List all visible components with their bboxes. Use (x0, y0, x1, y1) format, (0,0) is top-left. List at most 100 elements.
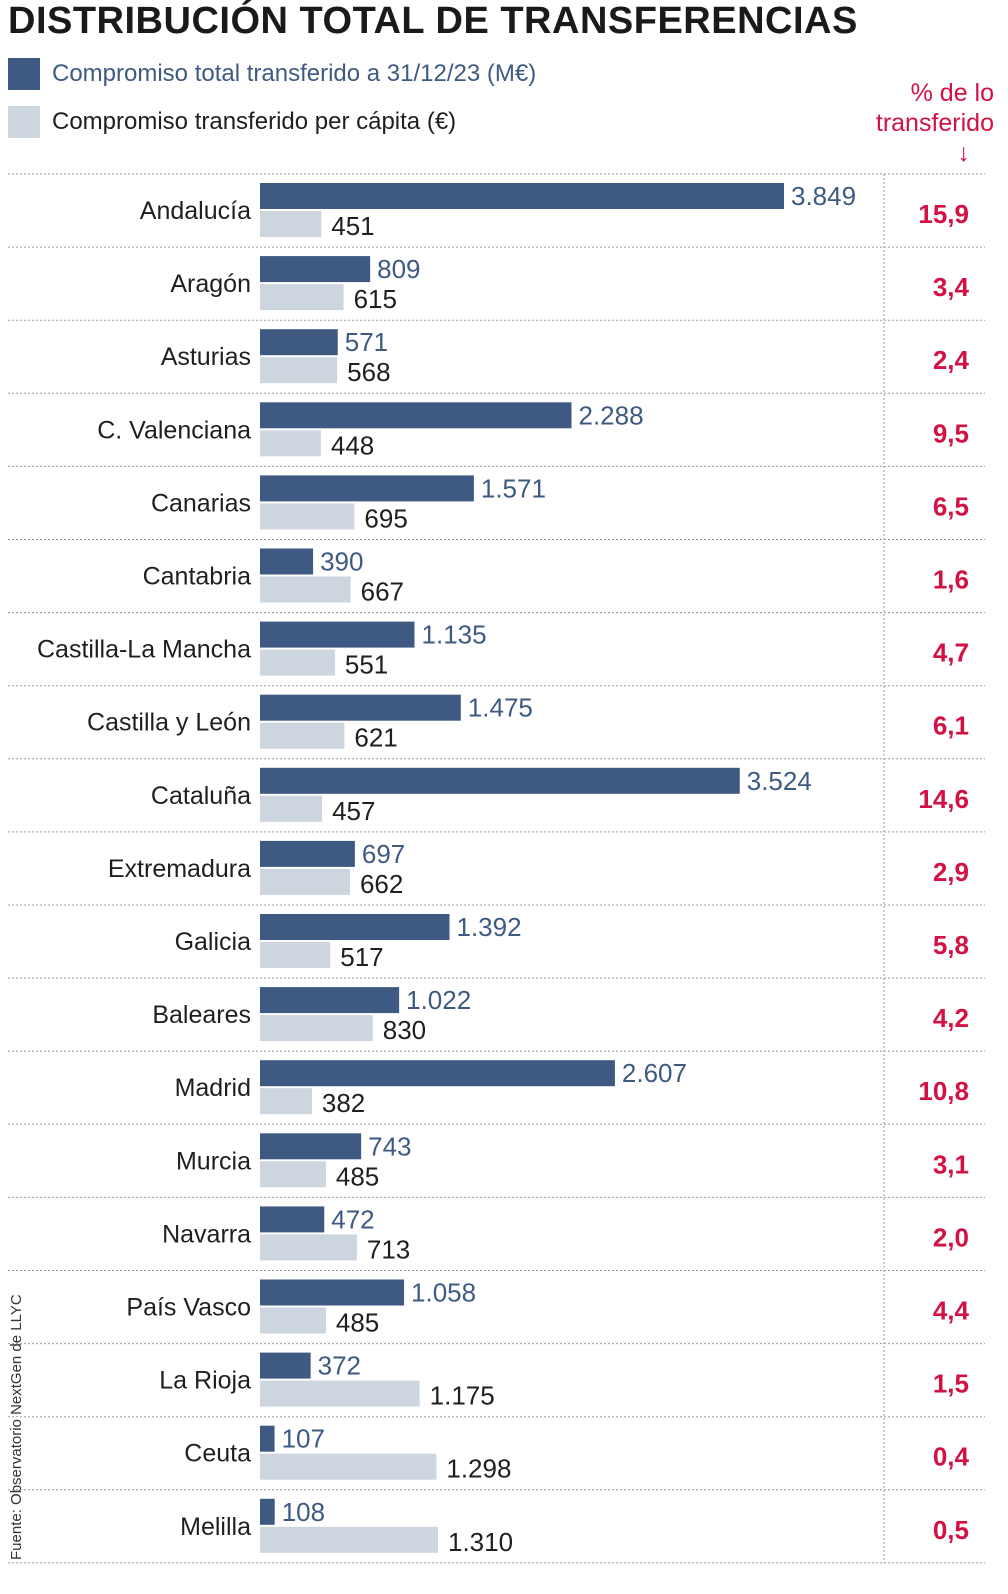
bar-total (260, 402, 572, 429)
bar-per-capita (260, 795, 323, 822)
bar-per-capita-value: 1.175 (430, 1381, 495, 1411)
category-label: Melilla (180, 1513, 251, 1541)
bar-per-capita-value: 551 (345, 650, 388, 680)
bar-total-value: 571 (345, 327, 388, 357)
pct-value: 4,7 (933, 638, 969, 668)
bar-total (260, 767, 740, 794)
pct-header-line2: transferido (875, 109, 994, 137)
category-label: Asturias (161, 343, 251, 371)
bar-per-capita-value: 448 (331, 430, 374, 460)
bar-total-value: 390 (320, 547, 363, 577)
bar-per-capita-value: 695 (364, 503, 407, 533)
pct-value: 10,8 (918, 1076, 969, 1106)
pct-value: 1,6 (933, 565, 969, 595)
bar-per-capita (260, 868, 350, 895)
legend-label-series1: Compromiso total transferido a 31/12/23 … (52, 60, 537, 87)
bar-per-capita-value: 667 (361, 577, 404, 607)
bar-total (260, 1279, 405, 1306)
bar-per-capita (260, 211, 322, 237)
category-label: Castilla y León (87, 709, 251, 737)
pct-value: 4,2 (933, 1003, 969, 1033)
bar-per-capita-value: 382 (322, 1088, 365, 1118)
bar-total (260, 183, 784, 209)
bar-total (260, 329, 338, 356)
bar-per-capita (260, 357, 338, 384)
category-label: Extremadura (108, 855, 251, 883)
down-arrow-icon: ↓ (957, 139, 971, 167)
bar-per-capita (260, 1526, 438, 1553)
category-label: País Vasco (126, 1294, 251, 1322)
pct-value: 2,0 (933, 1222, 969, 1252)
category-label: Baleares (152, 1001, 251, 1029)
bar-total (260, 840, 355, 867)
category-label: Castilla-La Mancha (37, 636, 251, 664)
pct-column-header: % de lo transferido ↓ (876, 78, 994, 168)
bar-total (260, 1060, 615, 1087)
legend-swatch-series2 (8, 106, 40, 138)
bar-total (260, 548, 314, 575)
bar-total-value: 107 (282, 1424, 325, 1454)
bar-per-capita-value: 517 (340, 942, 383, 972)
pct-value: 6,5 (933, 491, 969, 521)
bar-total-value: 809 (377, 254, 420, 284)
bar-total-value: 472 (331, 1204, 374, 1234)
bar-total-value: 697 (362, 839, 405, 869)
pct-value: 15,9 (918, 199, 969, 229)
bar-total (260, 1425, 275, 1452)
bar-total (260, 1206, 325, 1233)
bar-total-value: 1.475 (468, 693, 533, 723)
bar-total-value: 1.022 (406, 985, 471, 1015)
bar-total-value: 3.849 (791, 181, 856, 211)
bar-per-capita (260, 1307, 326, 1334)
legend-item-series1: Compromiso total transferido a 31/12/23 … (8, 58, 536, 90)
pct-value: 0,5 (933, 1515, 969, 1545)
bar-per-capita (260, 649, 335, 676)
pct-value: 5,8 (933, 930, 969, 960)
pct-value: 4,4 (933, 1296, 970, 1326)
bar-per-capita-value: 451 (331, 211, 374, 241)
bar-total (260, 987, 400, 1014)
bar-per-capita (260, 1015, 373, 1042)
bar-total (260, 475, 474, 502)
legend-label-series2: Compromiso transferido per cápita (€) (52, 108, 457, 135)
bar-per-capita-value: 1.310 (448, 1527, 513, 1557)
bar-total-value: 108 (282, 1497, 325, 1527)
category-label: Madrid (175, 1074, 251, 1102)
bar-per-capita-value: 621 (354, 723, 397, 753)
bar-total (260, 256, 371, 283)
category-label: Cantabria (143, 563, 251, 591)
bar-per-capita (260, 1234, 357, 1261)
pct-value: 3,4 (933, 272, 970, 302)
bar-per-capita (260, 722, 345, 749)
bar-total-value: 1.571 (481, 473, 546, 503)
category-label: Canarias (151, 489, 251, 517)
bar-total-value: 1.392 (457, 912, 522, 942)
legend-item-series2: Compromiso transferido per cápita (€) (8, 106, 456, 138)
pct-value: 0,4 (933, 1442, 970, 1472)
bar-per-capita-value: 485 (336, 1308, 379, 1338)
bar-per-capita (260, 430, 321, 457)
pct-value: 6,1 (933, 711, 969, 741)
bar-per-capita-value: 568 (347, 357, 390, 387)
pct-value: 1,5 (933, 1369, 969, 1399)
chart-title: DISTRIBUCIÓN TOTAL DE TRANSFERENCIAS (8, 0, 858, 42)
bar-per-capita-value: 615 (354, 284, 397, 314)
pct-value: 2,4 (933, 345, 970, 375)
source-note: Fuente: Observatorio NextGen de LLYC (8, 1294, 25, 1560)
bar-per-capita (260, 1380, 420, 1407)
bar-total-value: 2.288 (578, 400, 643, 430)
bar-total (260, 1352, 311, 1379)
legend-swatch-series1 (8, 58, 40, 90)
category-label: Aragón (170, 270, 251, 298)
bar-total (260, 1498, 275, 1525)
bar-per-capita (260, 503, 355, 530)
bar-total (260, 621, 415, 648)
bar-per-capita-value: 1.298 (446, 1454, 511, 1484)
category-label: Andalucía (140, 197, 251, 225)
bar-total-value: 3.524 (747, 766, 812, 796)
bar-per-capita (260, 1161, 326, 1188)
pct-value: 14,6 (918, 784, 969, 814)
category-label: Cataluña (151, 782, 251, 810)
pct-value: 3,1 (933, 1149, 969, 1179)
